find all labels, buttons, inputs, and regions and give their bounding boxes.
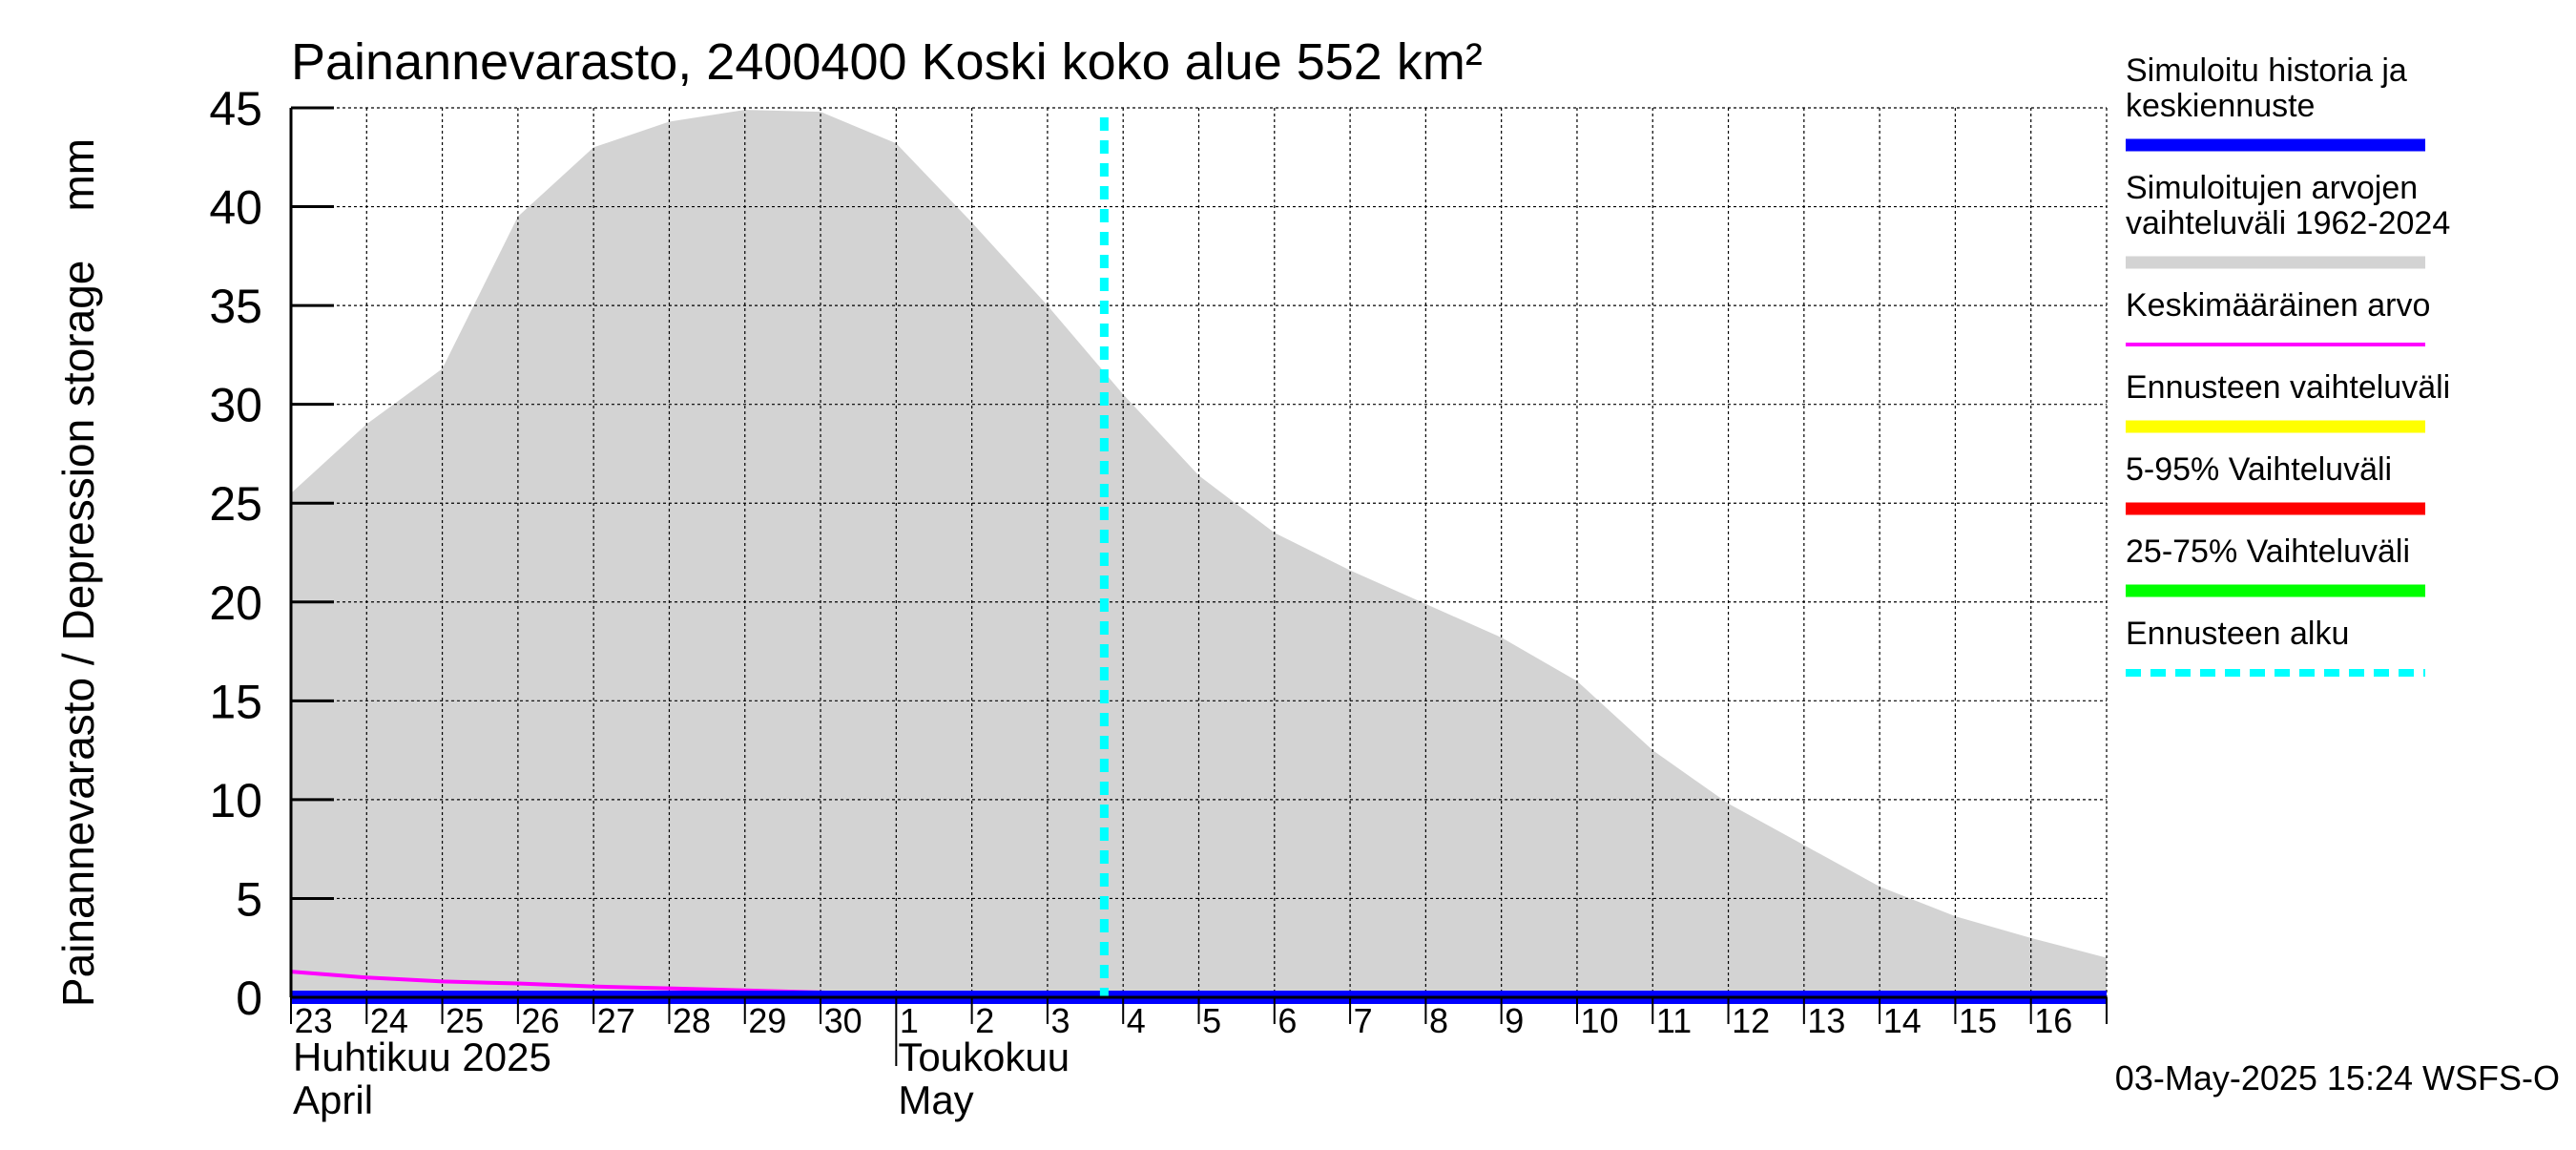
y-tick-label: 45 — [209, 82, 262, 136]
y-tick-label: 30 — [209, 379, 262, 432]
legend-label: vaihteluväli 1962-2024 — [2126, 205, 2450, 241]
x-tick-label: 27 — [597, 1001, 635, 1040]
legend-item: Ennusteen alku — [2126, 616, 2425, 677]
month-label-fi: Huhtikuu 2025 — [293, 1035, 551, 1079]
x-tick-label: 5 — [1202, 1001, 1221, 1040]
x-tick-label: 26 — [521, 1001, 559, 1040]
x-tick-label: 3 — [1051, 1001, 1070, 1040]
legend-label: Ennusteen alku — [2126, 616, 2349, 652]
x-tick-label: 30 — [824, 1001, 862, 1040]
x-tick-label: 23 — [295, 1001, 333, 1040]
legend-label: 5-95% Vaihteluväli — [2126, 451, 2392, 488]
chart-title: Painannevarasto, 2400400 Koski koko alue… — [291, 33, 1483, 91]
legend: Simuloitu historia jakeskiennusteSimuloi… — [2126, 52, 2450, 677]
x-tick-label: 15 — [1959, 1001, 1997, 1040]
month-label-en: May — [898, 1077, 973, 1122]
x-tick-label: 11 — [1656, 1001, 1692, 1040]
x-tick-label: 25 — [446, 1001, 484, 1040]
y-tick-label: 15 — [209, 675, 262, 728]
footer-timestamp: 03-May-2025 15:24 WSFS-O — [2115, 1058, 2560, 1098]
y-tick-label: 5 — [236, 872, 262, 926]
x-tick-label: 29 — [748, 1001, 786, 1040]
x-tick-label: 13 — [1807, 1001, 1845, 1040]
month-label-fi: Toukokuu — [898, 1035, 1070, 1079]
y-axis-label: Painannevarasto / Depression storage mm — [53, 138, 103, 1007]
x-tick-label: 1 — [900, 1001, 919, 1040]
legend-label: keskiennuste — [2126, 88, 2315, 124]
axes-layer — [289, 106, 2108, 1066]
legend-label: Simuloitujen arvojen — [2126, 170, 2418, 206]
legend-label: Simuloitu historia ja — [2126, 52, 2407, 89]
legend-label: Ennusteen vaihteluväli — [2126, 369, 2450, 406]
month-label-en: April — [293, 1077, 373, 1122]
x-tick-label: 14 — [1883, 1001, 1922, 1040]
x-tick-label: 10 — [1581, 1001, 1619, 1040]
legend-item: Keskimääräinen arvo — [2126, 287, 2430, 346]
grid-layer — [291, 107, 2108, 997]
legend-item: Ennusteen vaihteluväli — [2126, 369, 2450, 433]
y-tick-label: 20 — [209, 576, 262, 630]
x-tick-label: 6 — [1278, 1001, 1297, 1040]
x-tick-label: 2 — [975, 1001, 994, 1040]
y-tick-label: 35 — [209, 280, 262, 333]
x-tick-label: 16 — [2034, 1001, 2072, 1040]
x-tick-label: 28 — [673, 1001, 711, 1040]
legend-label: Keskimääräinen arvo — [2126, 287, 2430, 324]
x-tick-label: 4 — [1127, 1001, 1146, 1040]
legend-item: 5-95% Vaihteluväli — [2126, 451, 2425, 515]
y-tick-label: 0 — [236, 972, 262, 1025]
y-tick-label: 25 — [209, 477, 262, 531]
x-tick-label: 8 — [1429, 1001, 1448, 1040]
legend-label: 25-75% Vaihteluväli — [2126, 533, 2410, 570]
x-tick-label: 9 — [1505, 1001, 1524, 1040]
x-tick-label: 12 — [1732, 1001, 1770, 1040]
x-tick-label: 7 — [1354, 1001, 1373, 1040]
y-tick-label: 10 — [209, 774, 262, 827]
x-tick-label: 24 — [370, 1001, 408, 1040]
legend-item: 25-75% Vaihteluväli — [2126, 533, 2425, 597]
y-tick-label: 40 — [209, 181, 262, 235]
